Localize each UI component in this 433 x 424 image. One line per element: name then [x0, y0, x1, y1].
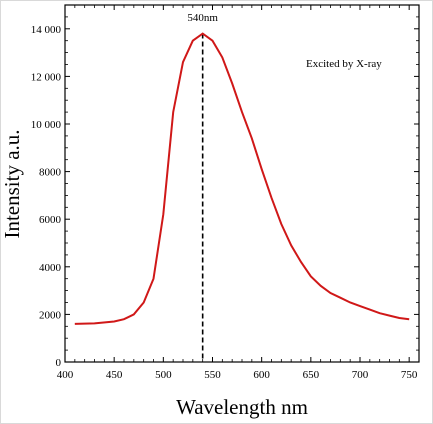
x-tick-label: 550 — [204, 369, 221, 381]
x-tick-label: 650 — [303, 369, 320, 381]
peak-annotation: 540nm — [187, 12, 218, 24]
y-tick-label: 14 000 — [31, 24, 62, 36]
x-tick-label: 600 — [253, 369, 270, 381]
legend-text: Excited by X-ray — [306, 58, 382, 70]
y-tick-label: 8000 — [39, 167, 62, 179]
y-tick-label: 4000 — [39, 262, 62, 274]
y-tick-label: 6000 — [39, 214, 62, 226]
y-tick-labels: 0 2000 4000 6000 8000 10 000 12 000 14 000 — [31, 24, 62, 369]
x-axis-title: Wavelength nm — [176, 395, 308, 419]
x-tick-label: 400 — [57, 369, 74, 381]
x-tick-label: 450 — [106, 369, 123, 381]
x-tick-label: 500 — [155, 369, 172, 381]
y-axis-title: Intensity a.u. — [0, 129, 24, 238]
tick-marks — [64, 5, 419, 363]
x-tick-label: 750 — [401, 369, 418, 381]
y-tick-label: 0 — [56, 357, 62, 369]
y-tick-label: 10 000 — [31, 119, 62, 131]
y-tick-label: 2000 — [39, 309, 62, 321]
x-tick-labels: 400 450 500 550 600 650 700 750 — [57, 369, 418, 381]
y-tick-label: 12 000 — [31, 71, 62, 83]
x-tick-label: 700 — [352, 369, 369, 381]
series-line — [74, 32, 410, 325]
